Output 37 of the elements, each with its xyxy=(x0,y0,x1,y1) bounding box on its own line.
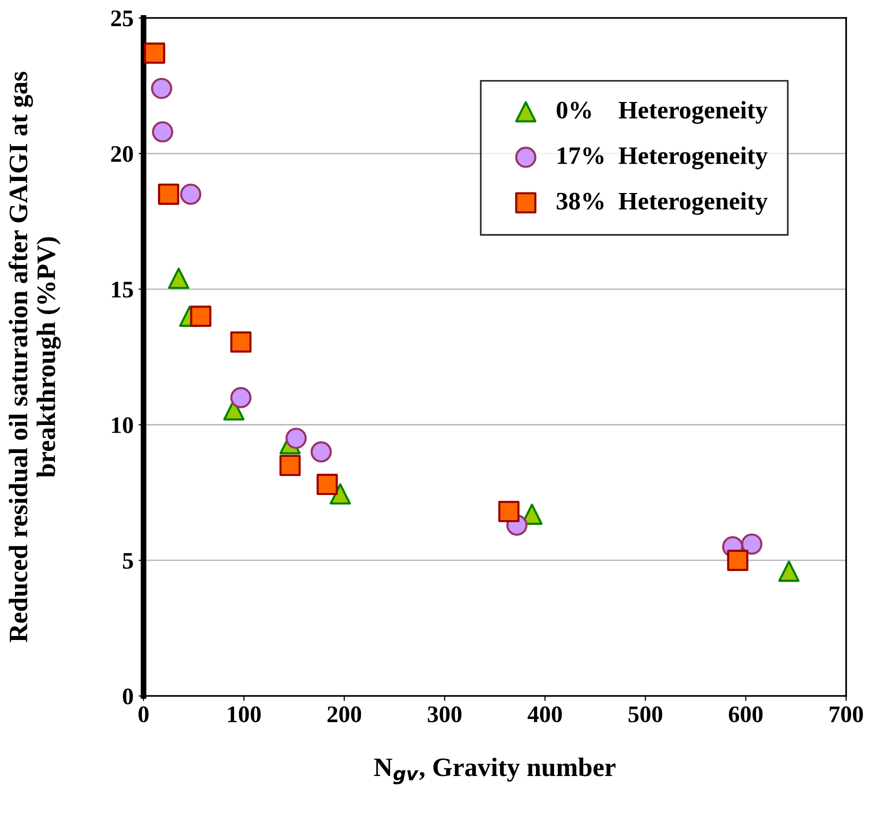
point xyxy=(180,184,202,205)
x-tick-label: 0 xyxy=(138,706,149,722)
point xyxy=(152,121,174,142)
x-tick-label: 300 xyxy=(428,706,462,722)
point xyxy=(168,268,190,289)
y-tick-label: 15 xyxy=(112,282,133,298)
legend-label: 0% Heterogeneity xyxy=(556,100,768,124)
point xyxy=(144,42,166,64)
point xyxy=(310,441,332,462)
point xyxy=(190,306,212,327)
point xyxy=(316,474,338,496)
point xyxy=(330,483,351,505)
point xyxy=(727,550,748,571)
x-tick-label: 400 xyxy=(528,706,562,722)
y-tick-label: 0 xyxy=(122,688,133,704)
y-tick-label: 20 xyxy=(111,146,133,162)
point xyxy=(150,78,172,100)
x-tick-label: 700 xyxy=(830,706,863,722)
point xyxy=(230,387,252,408)
point xyxy=(279,454,301,476)
point xyxy=(741,533,762,555)
legend-label: 17% Heterogeneity xyxy=(558,146,768,170)
x-tick-label: 500 xyxy=(628,706,662,722)
x-tick-label: 200 xyxy=(328,706,362,722)
y-tick-label: 5 xyxy=(122,553,133,569)
point xyxy=(778,560,800,582)
x-tick-label: 100 xyxy=(228,706,261,722)
legend-label: 38% Heterogeneity xyxy=(556,192,768,215)
y-tick-label: 25 xyxy=(111,10,133,26)
point xyxy=(498,500,520,522)
point xyxy=(285,428,307,449)
y-tick-label: 10 xyxy=(112,417,133,434)
x-axis-title: N$_{gv}$, Gravity number xyxy=(374,758,616,784)
point xyxy=(230,331,252,353)
point xyxy=(158,184,180,205)
x-tick-label: 600 xyxy=(728,706,763,722)
y-axis-title: Reduced residual oil saturation after GAIGI at gas breakthrough (%PV) xyxy=(8,72,61,642)
